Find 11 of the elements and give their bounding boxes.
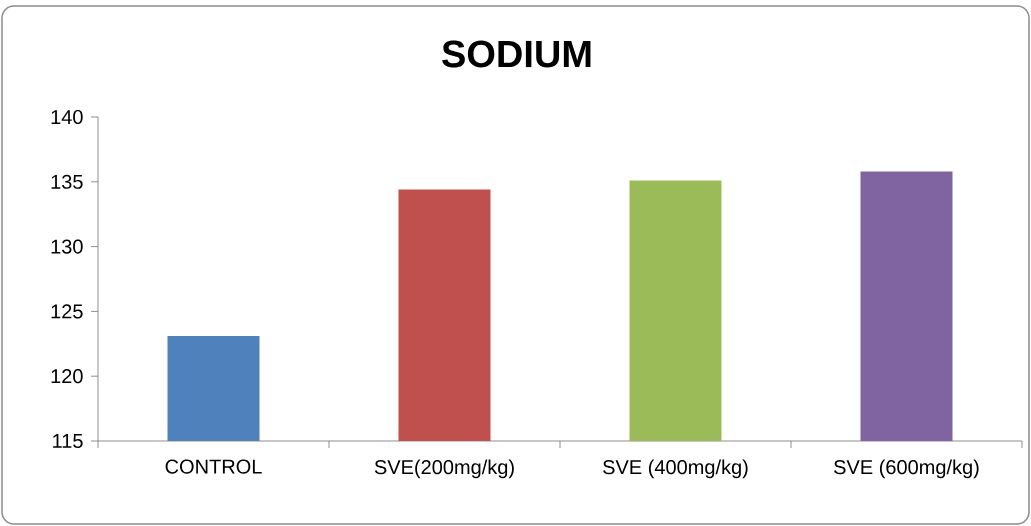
y-tick-label: 135 xyxy=(51,174,83,189)
x-tick-label: CONTROL xyxy=(165,459,262,474)
chart-title: SODIUM xyxy=(442,40,591,68)
x-tick-label: SVE(200mg/kg) xyxy=(374,459,514,479)
y-tick-label: 140 xyxy=(51,109,83,125)
x-tick-label: SVE (400mg/kg) xyxy=(603,459,748,479)
y-tick-label: 120 xyxy=(51,369,83,384)
y-tick-label: 115 xyxy=(53,434,83,448)
x-tick-label: SVE (600mg/kg) xyxy=(834,459,979,479)
y-tick-label: 125 xyxy=(51,304,83,319)
y-tick-label: 130 xyxy=(51,239,83,254)
